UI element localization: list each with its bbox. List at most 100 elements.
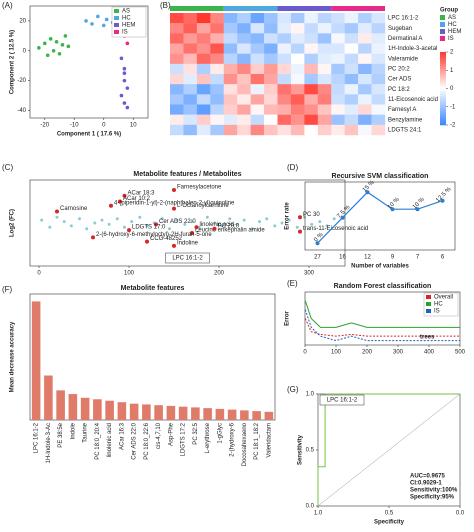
heat-cell: [196, 53, 211, 65]
bar: [154, 405, 163, 420]
heat-cell: [196, 124, 211, 136]
heat-cell: [183, 94, 198, 105]
heat-cell: [264, 43, 278, 54]
point: [235, 222, 239, 226]
heat-cell: [264, 74, 278, 85]
group-bar: [331, 6, 385, 11]
heat-cell: [344, 33, 359, 44]
point-label: Farnesylacetone: [177, 185, 222, 191]
heat-cell: [183, 124, 198, 136]
highlight-point: [194, 225, 199, 230]
heat-cell: [358, 104, 372, 115]
heat-cell: [290, 114, 305, 126]
heat-cell: [317, 114, 332, 126]
heat-cell: [264, 94, 278, 105]
heat-cell: [250, 33, 265, 44]
legend-label: HC: [448, 22, 457, 28]
bar: [56, 390, 65, 420]
heat-cell: [223, 23, 238, 34]
bar: [44, 375, 53, 420]
heat-cell: [304, 23, 319, 34]
point: [325, 224, 329, 228]
point: [145, 224, 149, 228]
heat-cell: [223, 104, 238, 115]
heat-cell: [290, 43, 305, 54]
heat-cell: [344, 84, 359, 95]
heat-cell: [183, 43, 198, 54]
legend-label: Overall: [434, 295, 453, 301]
y-tick-label: 0: [23, 48, 27, 54]
heat-cell: [290, 104, 305, 115]
bar: [203, 408, 212, 420]
x-tick-label: PC 32:5: [193, 422, 199, 444]
heat-cell: [250, 74, 265, 85]
group-bar: [170, 6, 224, 11]
heat-cell: [371, 23, 386, 34]
colorbar-step: [440, 100, 446, 104]
y-axis-label: Error: [285, 310, 291, 325]
annotation-line: Specificity:95%: [410, 495, 455, 501]
heat-cell: [371, 63, 386, 75]
heat-cell: [196, 104, 211, 115]
colorbar-step: [440, 81, 446, 84]
annotation-line: CI:0.9029-1: [410, 481, 442, 487]
heat-cell: [304, 114, 319, 126]
colorbar-step: [440, 78, 446, 82]
bar: [68, 394, 78, 420]
heat-cell: [264, 124, 278, 136]
point: [51, 49, 56, 53]
heat-cell: [277, 94, 292, 105]
heat-cell: [183, 84, 198, 95]
heat-cell: [183, 114, 198, 126]
highlight-point: [298, 229, 302, 234]
colorbar-step: [440, 59, 446, 63]
heat-cell: [237, 63, 251, 75]
x-tick-label: 1H-Indole-3-Ac: [46, 423, 52, 463]
legend-swatch: [440, 36, 445, 41]
point: [190, 220, 194, 224]
colorbar-step: [440, 95, 446, 99]
heat-cell: [170, 53, 184, 65]
point: [242, 218, 246, 222]
colorbar-label: 0: [450, 86, 454, 92]
heat-cell: [290, 13, 305, 24]
heat-cell: [183, 33, 198, 44]
row-label: Cer ADS: [388, 77, 411, 83]
legend-swatch: [440, 29, 445, 34]
colorbar-step: [440, 61, 446, 65]
point: [295, 225, 299, 229]
x-tick-label: 100: [331, 350, 342, 356]
highlight-point: [154, 222, 158, 227]
heat-cell: [371, 94, 386, 105]
heat-cell: [358, 53, 372, 65]
panel-label: (A): [2, 1, 13, 10]
point: [119, 56, 124, 61]
x-tick-label: 9: [391, 255, 395, 261]
legend-label: HC: [434, 302, 443, 308]
point: [104, 17, 109, 22]
x-tick-label: -20: [40, 123, 49, 129]
point: [125, 41, 130, 46]
x-tick-label: Indole: [70, 422, 76, 439]
colorbar-step: [440, 66, 446, 70]
row-label: Farnesyl A: [388, 107, 416, 113]
x-tick-label: 0: [37, 271, 41, 277]
bar: [31, 301, 41, 420]
point-label: ACar 10:2: [123, 196, 151, 202]
heat-cell: [264, 114, 278, 126]
point: [205, 215, 209, 219]
point: [37, 46, 41, 50]
heat-cell: [237, 53, 251, 65]
heat-cell: [237, 74, 251, 85]
point: [183, 222, 187, 226]
bar: [80, 397, 90, 420]
highlight-point: [122, 193, 127, 198]
x-tick-label: 10: [130, 123, 137, 129]
heat-cell: [344, 94, 359, 105]
x-tick-label: 500: [455, 350, 466, 356]
heat-cell: [358, 94, 372, 105]
heat-cell: [237, 84, 251, 95]
highlight-point: [109, 203, 113, 208]
bar: [166, 405, 176, 420]
plot-frame: [304, 291, 461, 346]
